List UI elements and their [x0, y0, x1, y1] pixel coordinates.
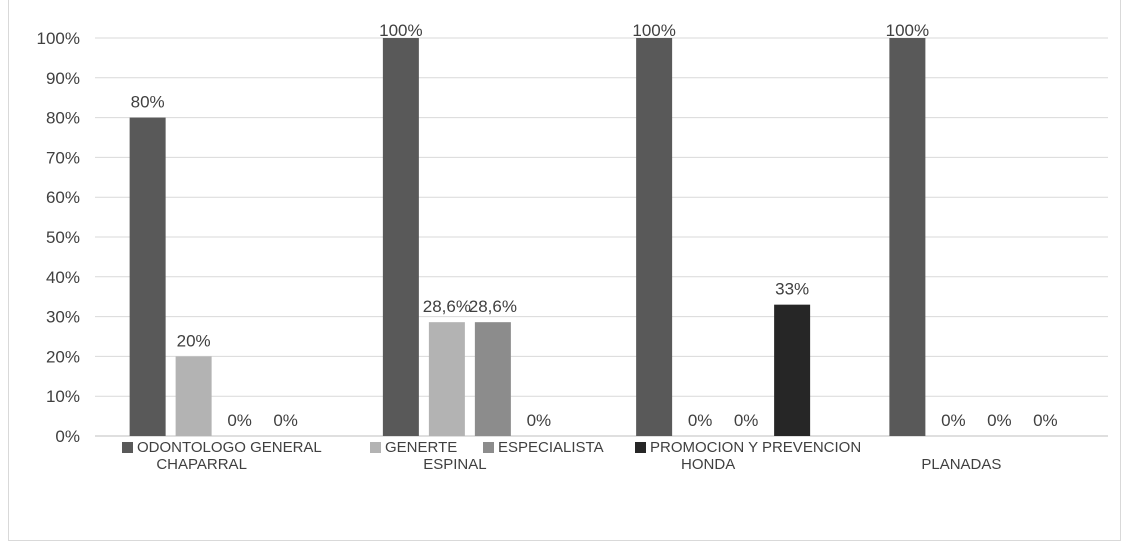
x-tick-label: CHAPARRAL: [156, 456, 247, 473]
legend-swatch: [635, 442, 646, 453]
chart-frame: [8, 0, 1121, 541]
y-tick-label: 100%: [37, 29, 80, 48]
data-label: 0%: [1033, 411, 1058, 430]
data-label: 0%: [688, 411, 713, 430]
bar: [636, 38, 673, 436]
legend-label: ODONTOLOGO GENERAL: [137, 439, 322, 456]
data-label: 0%: [527, 411, 552, 430]
y-tick-label: 20%: [46, 347, 80, 366]
bar: [428, 322, 465, 436]
data-label: 28,6%: [423, 297, 471, 316]
legend: ODONTOLOGO GENERAL GENERTE ESPECIALISTA PRO…: [122, 439, 861, 456]
gridlines: [95, 37, 1108, 437]
x-tick-label: PLANADAS: [921, 456, 1001, 473]
data-label: 28,6%: [469, 297, 517, 316]
legend-label: PROMOCION Y PREVENCION: [650, 439, 861, 456]
bar: [774, 304, 811, 436]
y-axis: 0% 10% 20% 30% 40% 50% 60% 70% 80% 90% 100%: [37, 29, 80, 446]
data-label: 20%: [177, 331, 211, 350]
y-tick-label: 70%: [46, 148, 80, 167]
data-label: 80%: [131, 93, 165, 112]
y-tick-label: 60%: [46, 188, 80, 207]
bar: [129, 117, 166, 436]
legend-swatch: [483, 442, 494, 453]
data-label: 0%: [987, 411, 1012, 430]
data-label: 0%: [227, 411, 252, 430]
bar: [474, 322, 511, 436]
y-tick-label: 80%: [46, 109, 80, 128]
data-label: 100%: [632, 21, 675, 40]
data-label: 100%: [886, 21, 929, 40]
bar: [382, 38, 419, 436]
data-label: 0%: [273, 411, 298, 430]
y-tick-label: 90%: [46, 69, 80, 88]
bar: [175, 356, 212, 436]
x-axis: CHAPARRAL ESPINAL HONDA PLANADAS: [156, 456, 1001, 473]
y-tick-label: 10%: [46, 387, 80, 406]
x-tick-label: ESPINAL: [423, 456, 486, 473]
y-tick-label: 0%: [55, 427, 80, 446]
data-labels: 80% 20% 0% 0% 100% 28,6%28,6% 0% 100% 0% 0% 33% 100…: [131, 21, 1058, 430]
bars: [129, 38, 926, 436]
bar: [889, 38, 926, 436]
y-tick-label: 40%: [46, 268, 80, 287]
data-label: 33%: [775, 280, 809, 299]
y-tick-label: 50%: [46, 228, 80, 247]
data-label: 100%: [379, 21, 422, 40]
data-label: 0%: [734, 411, 759, 430]
y-tick-label: 30%: [46, 308, 80, 327]
legend-label: ESPECIALISTA: [498, 439, 604, 456]
x-tick-label: HONDA: [681, 456, 735, 473]
legend-label: GENERTE: [385, 439, 457, 456]
legend-swatch: [122, 442, 133, 453]
legend-swatch: [370, 442, 381, 453]
data-label: 0%: [941, 411, 966, 430]
